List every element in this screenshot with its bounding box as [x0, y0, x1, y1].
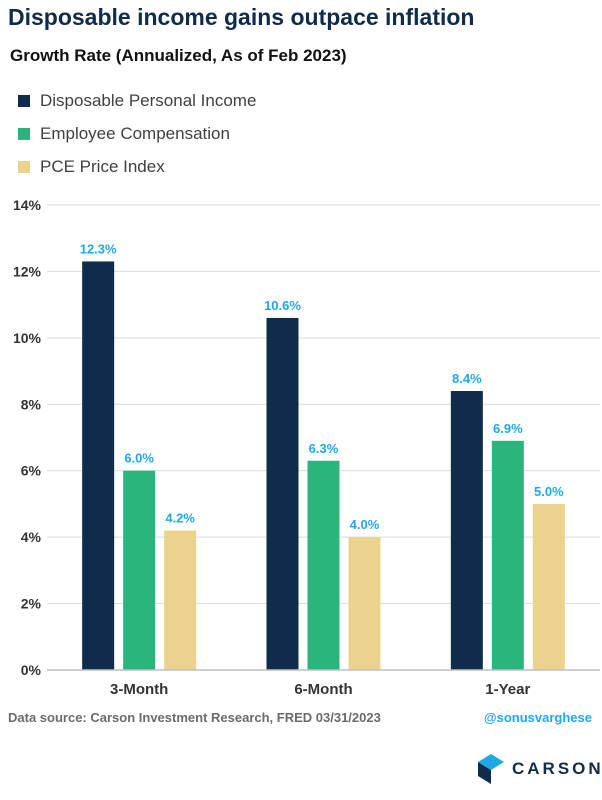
bar	[532, 503, 565, 670]
data-label: 5.0%	[534, 484, 564, 499]
bar	[307, 460, 340, 670]
bar	[164, 530, 197, 670]
y-tick-label: 10%	[13, 330, 42, 346]
legend-swatch	[18, 160, 30, 173]
data-source-note: Data source: Carson Investment Research,…	[8, 710, 381, 725]
legend-item-employee-compensation: Employee Compensation	[18, 117, 256, 150]
y-tick-label: 12%	[13, 263, 42, 279]
legend-label: Employee Compensation	[40, 123, 230, 143]
legend-swatch	[18, 127, 30, 140]
data-label: 6.9%	[493, 421, 523, 436]
legend-item-disposable-income: Disposable Personal Income	[18, 84, 256, 117]
legend-swatch	[18, 94, 30, 107]
author-handle: @sonusvarghese	[483, 710, 592, 725]
x-tick-label: 3-Month	[110, 681, 168, 698]
data-label: 6.3%	[309, 441, 339, 456]
bar	[123, 470, 156, 670]
data-label: 4.0%	[350, 517, 380, 532]
bar	[348, 537, 381, 670]
carson-logo: CARSON	[478, 754, 602, 784]
bar-chart: 0% 2% 4% 6% 8% 10% 12% 14% 12.3% 6.0% 4.2% 3-Month 1…	[13, 197, 600, 698]
x-tick-label: 6-Month	[294, 681, 352, 698]
data-label: 6.0%	[124, 451, 154, 466]
y-tick-label: 4%	[21, 529, 42, 545]
data-label: 12.3%	[80, 241, 117, 256]
data-label: 4.2%	[165, 511, 195, 526]
bar	[82, 261, 115, 670]
y-tick-label: 8%	[21, 396, 42, 412]
legend-label: Disposable Personal Income	[40, 90, 257, 110]
carson-logo-text: CARSON	[512, 759, 602, 778]
y-tick-label: 14%	[13, 197, 42, 213]
carson-logo-icon	[478, 754, 504, 784]
chart-subtitle: Growth Rate (Annualized, As of Feb 2023)	[10, 46, 347, 65]
bar	[266, 317, 299, 670]
legend: Disposable Personal Income Employee Comp…	[18, 84, 256, 183]
y-tick-label: 0%	[21, 662, 42, 678]
legend-label: PCE Price Index	[40, 156, 165, 176]
y-tick-label: 6%	[21, 463, 42, 479]
bar	[491, 440, 524, 670]
data-label: 8.4%	[452, 371, 482, 386]
y-tick-label: 2%	[21, 596, 42, 612]
legend-item-pce-price-index: PCE Price Index	[18, 150, 256, 183]
x-tick-label: 1-Year	[485, 681, 530, 698]
chart-title: Disposable income gains outpace inflatio…	[8, 4, 475, 30]
data-label: 10.6%	[264, 298, 301, 313]
bar	[450, 391, 483, 670]
